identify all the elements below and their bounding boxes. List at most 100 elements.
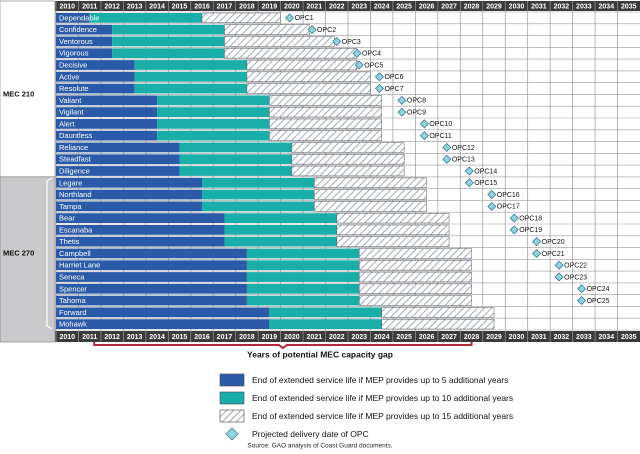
row-label: Mohawk [59,320,87,329]
opc-marker [374,72,384,82]
bar-segment [201,12,281,24]
x-tick-label: 2023 [351,3,367,10]
bar-segment [314,201,427,212]
x-tick-label: 2031 [531,334,547,341]
bar-segment [291,165,405,177]
bar-segment [56,166,180,176]
opc-marker [397,95,407,105]
opc-label: OPC25 [587,298,610,305]
x-tick-label: 2025 [396,334,412,341]
x-tick-label: 2024 [374,3,390,10]
bar-segment [246,59,358,71]
row-label: Tahoma [59,296,87,305]
bar-segment [56,283,247,294]
bar-segment [56,71,135,82]
opc-label: OPC10 [429,121,452,128]
opc-label: OPC6 [384,74,403,81]
axis-band [55,1,640,11]
bar-segment [56,130,158,141]
bar-segment [246,260,360,271]
row-label: Valiant [59,96,82,105]
opc-marker [419,131,429,141]
opc-label: OPC18 [519,215,542,222]
opc-marker [354,60,364,70]
opc-label: OPC14 [474,168,497,175]
x-tick-label: 2021 [307,3,323,10]
opc-label: OPC2 [317,27,336,34]
opc-marker [397,107,407,117]
opc-marker [332,36,342,46]
opc-label: OPC17 [497,204,520,211]
x-tick-label: 2013 [127,3,143,10]
x-tick-label: 2032 [554,334,570,341]
bar-segment [56,236,225,247]
bar-segment [56,95,158,106]
bar-segment [56,272,247,282]
opc-marker [509,225,519,235]
x-tick-label: 2010 [59,334,75,341]
opc-marker [487,190,497,200]
bar-segment [381,318,495,330]
bar-segment [358,295,472,306]
opc-label: OPC5 [364,62,383,69]
x-tick-label: 2024 [374,334,390,341]
opc-label: OPC19 [519,227,542,234]
row-label: Active [59,72,79,81]
x-tick-label: 2033 [576,3,592,10]
bar-segment [56,189,202,200]
bar-segment [56,48,113,59]
opc-marker [419,119,429,129]
bar-segment [224,225,337,235]
x-tick-label: 2027 [441,334,457,341]
opc-label: OPC20 [542,239,565,246]
bar-segment [56,13,90,23]
x-tick-label: 2032 [554,3,570,10]
row-label: Resolute [59,84,89,93]
bar-segment [56,213,225,223]
row-label: Reliance [59,143,88,152]
bar-segment [56,248,247,259]
x-tick-label: 2023 [351,334,367,341]
x-tick-label: 2017 [217,3,233,10]
row-label: Alert [59,119,75,128]
legend-label: End of extended service life if MEP prov… [252,375,508,385]
group-label: MEC 210 [3,89,34,98]
bar-segment [314,177,427,188]
bar-segment [291,154,405,165]
group-panel [0,176,56,343]
legend-label: End of extended service life if MEP prov… [252,411,513,421]
bar-segment [291,142,405,153]
x-tick-label: 2011 [82,3,97,10]
row-label: Legare [59,178,82,187]
group-bracket [46,177,53,330]
row-label: Harriet Lane [59,261,100,270]
x-tick-label: 2022 [329,3,345,10]
bar-segment [179,166,292,176]
bar-segment [224,24,311,35]
bar-segment [224,213,337,223]
bar-segment [246,272,360,282]
x-tick-label: 2025 [396,3,412,10]
x-tick-label: 2021 [307,334,323,341]
x-tick-label: 2020 [284,3,300,10]
row-label: Diligence [59,166,90,175]
opc-label: OPC8 [407,98,426,105]
x-tick-label: 2029 [486,334,502,341]
x-tick-label: 2026 [419,3,435,10]
row-label: Vigorous [59,49,89,58]
opc-marker [509,213,519,223]
row-label: Dependable [59,13,99,22]
opc-label: OPC7 [384,86,403,93]
x-tick-label: 2035 [621,3,637,10]
bar-segment [224,36,335,47]
group-bracket [46,12,53,177]
row-label: Northland [59,190,92,199]
bar-segment [112,24,225,35]
opc-label: OPC21 [542,251,565,258]
opc-marker [285,13,295,23]
bar-segment [269,95,382,106]
opc-marker [532,237,542,247]
bar-segment [56,119,158,129]
bar-segment [269,118,382,130]
bar-segment [56,319,270,329]
